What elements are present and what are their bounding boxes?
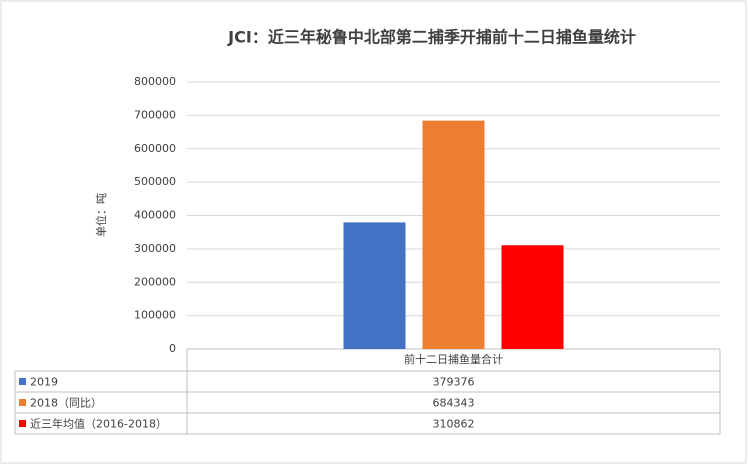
legend-label: 2018（同比） (30, 397, 102, 410)
y-tick-label: 0 (169, 342, 176, 355)
table-value: 379376 (433, 376, 475, 389)
y-tick-label: 300000 (134, 242, 176, 255)
y-tick-label: 600000 (134, 142, 176, 155)
y-tick-label: 500000 (134, 175, 176, 188)
legend-label: 2019 (30, 376, 58, 389)
y-tick-label: 700000 (134, 108, 176, 121)
chart-title: JCI：近三年秘鲁中北部第二捕季开捕前十二日捕鱼量统计 (227, 28, 636, 47)
legend-key (19, 420, 26, 427)
table-value: 310862 (433, 418, 475, 431)
y-tick-label: 100000 (134, 309, 176, 322)
x-tick-label: 前十二日捕鱼量合计 (404, 352, 503, 366)
y-tick-label: 400000 (134, 209, 176, 222)
y-axis-label: 单位：吨 (94, 193, 108, 237)
legend-label: 近三年均值（2016-2018） (30, 417, 167, 431)
table-value: 684343 (433, 397, 475, 410)
bar (501, 245, 564, 349)
y-tick-label: 200000 (134, 275, 176, 288)
bar (343, 222, 406, 349)
y-tick-label: 800000 (134, 75, 176, 88)
bar (422, 120, 485, 349)
legend-key (19, 399, 26, 406)
legend-key (19, 378, 26, 385)
